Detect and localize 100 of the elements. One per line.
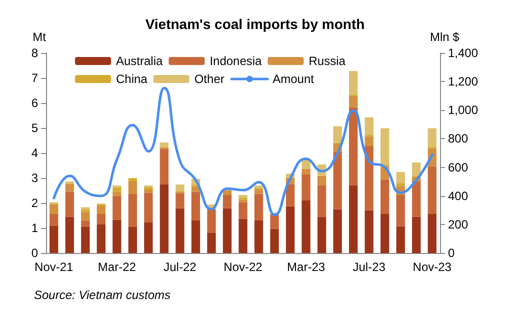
y2-tick-label: 600 — [448, 160, 468, 174]
bar — [348, 107, 358, 186]
bar — [81, 227, 90, 253]
bar — [81, 209, 90, 212]
bar — [176, 184, 184, 191]
bar — [50, 204, 58, 214]
bar — [96, 214, 106, 224]
y-tick-label: 8 — [31, 46, 38, 60]
y2-tick-label: 1,000 — [448, 103, 478, 118]
bar — [112, 192, 122, 196]
bar — [238, 200, 248, 202]
bar — [81, 220, 90, 227]
bar — [380, 128, 390, 165]
bar — [191, 192, 200, 220]
bar — [302, 200, 310, 253]
y-tick-label: 4 — [31, 146, 38, 160]
bar — [396, 172, 405, 184]
bar — [81, 212, 90, 220]
bar — [207, 210, 216, 233]
y2-tick-label: 200 — [448, 217, 468, 232]
bar — [428, 166, 436, 214]
legend-label: Amount — [272, 72, 315, 86]
x-tick-label: Nov-23 — [412, 260, 452, 274]
bar — [333, 209, 342, 253]
bar — [380, 214, 390, 253]
bar — [270, 214, 279, 229]
bar — [364, 210, 374, 253]
bar — [254, 186, 264, 188]
bar — [238, 218, 248, 253]
bar — [317, 176, 326, 186]
y-tick-label: 0 — [31, 246, 38, 260]
x-tick-label: Jul-23 — [352, 260, 386, 274]
bar — [396, 195, 405, 226]
chart-title: Vietnam's coal imports by month — [145, 16, 365, 32]
legend-label: Australia — [116, 54, 164, 68]
bar — [396, 226, 405, 253]
bar — [176, 193, 184, 208]
x-tick-label: Mar-22 — [98, 260, 136, 274]
bar — [428, 128, 436, 147]
bar — [191, 220, 200, 253]
bar — [128, 182, 138, 194]
bar — [333, 126, 342, 143]
bar — [50, 226, 58, 253]
bar — [144, 222, 153, 253]
y-tick-label: 6 — [31, 96, 38, 110]
bar — [222, 195, 232, 208]
bar — [96, 224, 106, 253]
bar — [254, 194, 264, 220]
bar — [380, 179, 390, 214]
bar — [96, 206, 106, 214]
bar — [50, 214, 58, 226]
y-tick-label: 2 — [31, 196, 38, 210]
bar — [238, 195, 248, 198]
y-axis-title: Mt — [32, 30, 47, 44]
bar — [254, 220, 264, 253]
bar — [144, 192, 153, 222]
legend-label: Indonesia — [210, 54, 262, 68]
bar — [302, 168, 310, 174]
bar — [412, 162, 421, 176]
bar — [302, 160, 310, 168]
y-tick-label: 5 — [31, 121, 38, 135]
bar — [128, 227, 138, 253]
bar — [65, 216, 74, 253]
y2-axis-title: Mln $ — [430, 30, 460, 44]
source-note: Source: Vietnam customs — [34, 288, 171, 302]
x-tick-label: Nov-22 — [224, 260, 263, 274]
bar — [160, 184, 169, 253]
bar — [348, 96, 358, 108]
bar — [176, 208, 184, 253]
y2-tick-label: 800 — [448, 132, 468, 146]
bar — [128, 194, 138, 227]
bar — [144, 190, 153, 193]
y-tick-label: 1 — [31, 221, 38, 235]
bar — [333, 152, 342, 210]
bar — [412, 216, 421, 253]
legend-label: Other — [194, 72, 224, 86]
bar — [364, 146, 374, 210]
y2-tick-label: 400 — [448, 188, 468, 203]
line-series — [52, 86, 434, 216]
y2-tick-label: 0 — [448, 246, 455, 260]
legend-label: China — [116, 72, 148, 86]
bar — [128, 178, 138, 182]
bar — [348, 186, 358, 253]
bar — [112, 187, 122, 192]
bar — [317, 186, 326, 217]
x-tick-label: Nov-21 — [34, 260, 74, 274]
bar — [207, 233, 216, 253]
bar — [302, 174, 310, 200]
y2-tick-label: 1,400 — [448, 46, 478, 60]
bar — [317, 216, 326, 253]
bar — [160, 148, 169, 184]
bar — [112, 220, 122, 253]
x-tick-label: Jul-22 — [164, 260, 197, 274]
bar — [286, 206, 295, 253]
bar — [238, 202, 248, 219]
bar — [286, 184, 295, 206]
bar — [222, 190, 232, 195]
bar — [428, 214, 436, 253]
y2-tick-label: 1,200 — [448, 74, 478, 89]
bar — [160, 142, 169, 147]
